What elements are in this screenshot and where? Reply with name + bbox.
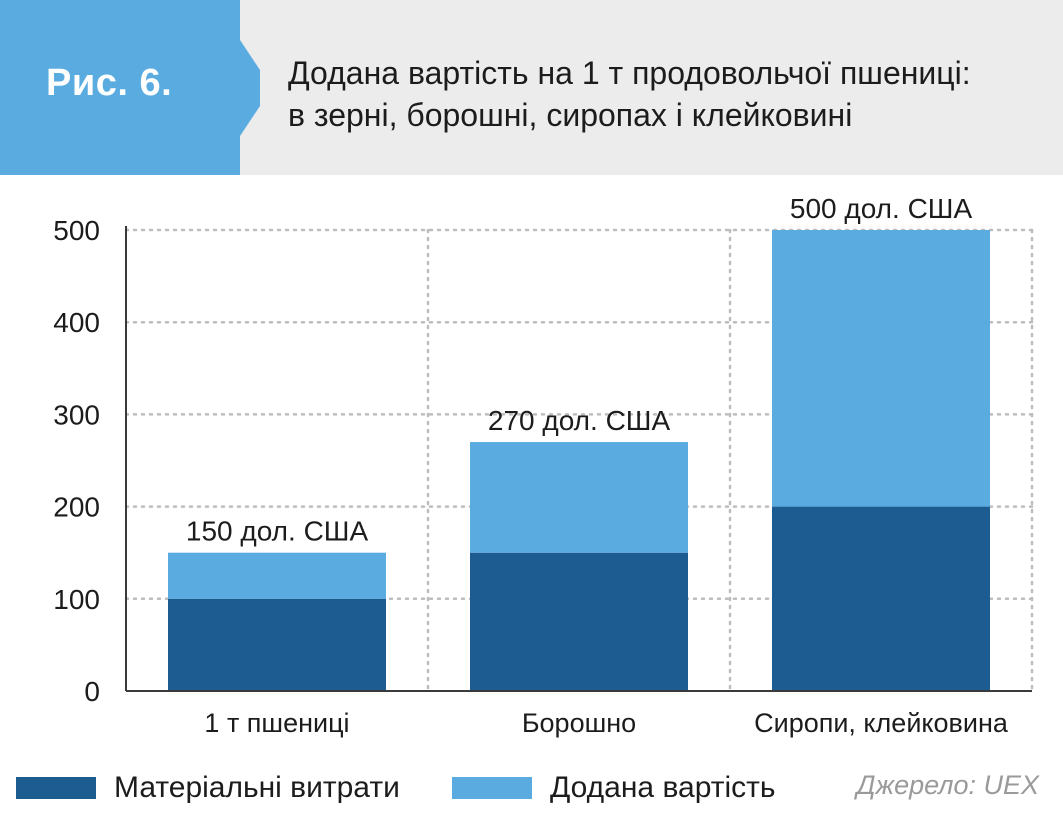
bar-material-costs xyxy=(772,506,990,691)
legend-label-material: Матеріальні витрати xyxy=(114,771,400,804)
source-note: Джерело: UEX xyxy=(856,770,1039,800)
y-tick-label: 100 xyxy=(53,584,100,615)
chart-title: Додана вартість на 1 т продовольчої пшен… xyxy=(288,52,1048,136)
bar-total-label: 150 дол. США xyxy=(186,516,369,547)
x-tick-label: Борошно xyxy=(522,708,636,738)
legend-label-added: Додана вартість xyxy=(550,771,776,804)
bar-total-label: 500 дол. США xyxy=(790,193,973,224)
legend-item-added: Додана вартість xyxy=(452,771,776,805)
bar-added-value xyxy=(168,552,386,599)
legend-swatch-material xyxy=(16,777,96,799)
legend: Матеріальні витрати Додана вартість xyxy=(0,771,1063,805)
chart-title-line1: Додана вартість на 1 т продовольчої пшен… xyxy=(288,55,971,91)
bar-added-value xyxy=(772,230,990,507)
bar-material-costs xyxy=(168,598,386,691)
y-tick-label: 400 xyxy=(53,307,100,338)
y-tick-label: 500 xyxy=(53,215,100,246)
y-tick-label: 300 xyxy=(53,399,100,430)
legend-swatch-added xyxy=(452,777,532,799)
bar-chart: 150 дол. США 1 т пшениці 270 дол. США Борош… xyxy=(53,193,1034,738)
y-tick-label: 200 xyxy=(53,492,100,523)
x-tick-label: 1 т пшениці xyxy=(204,708,349,738)
bar-total-label: 270 дол. США xyxy=(488,405,671,436)
legend-item-material: Матеріальні витрати xyxy=(16,771,400,805)
y-tick-label: 0 xyxy=(84,676,100,707)
bar-added-value xyxy=(470,442,688,553)
figure-badge xyxy=(0,0,260,175)
chart-title-line2: в зерні, борошні, сиропах і клейковині xyxy=(288,97,853,133)
bar-material-costs xyxy=(470,552,688,691)
figure-number: Рис. 6. xyxy=(46,62,173,104)
x-tick-label: Сиропи, клейковина xyxy=(754,708,1009,738)
figure-header: Рис. 6. Додана вартість на 1 т продоволь… xyxy=(0,0,1063,175)
